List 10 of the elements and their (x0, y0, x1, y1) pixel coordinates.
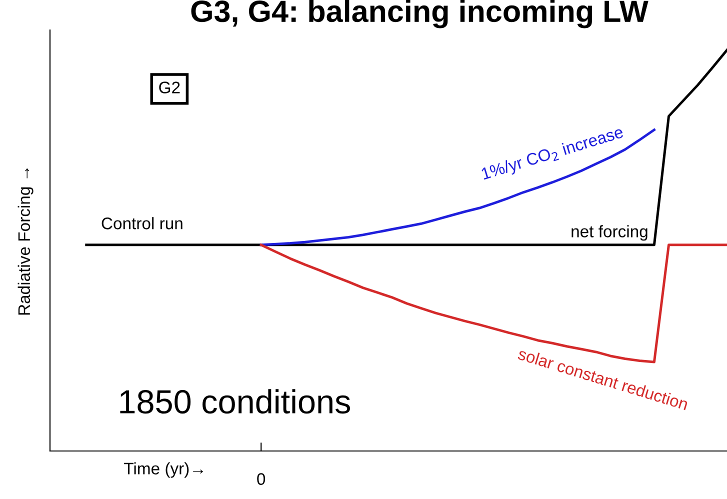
annotation: net forcing (572, 225, 648, 241)
text: solar constant reduction (517, 347, 689, 410)
text: 1%/yr CO$_{2}$ increase (480, 125, 625, 183)
annotation: G2 (159, 82, 180, 94)
text: Time (yr)→ (124, 462, 203, 478)
text: 0 (257, 473, 266, 485)
series-label: Control run (102, 217, 182, 230)
chart-title: G3, G4: balancing incoming LW (191, 0, 648, 28)
y-axis-title: Radiative Forcing → (18, 168, 34, 315)
annotation: 1850 conditions (120, 389, 350, 414)
